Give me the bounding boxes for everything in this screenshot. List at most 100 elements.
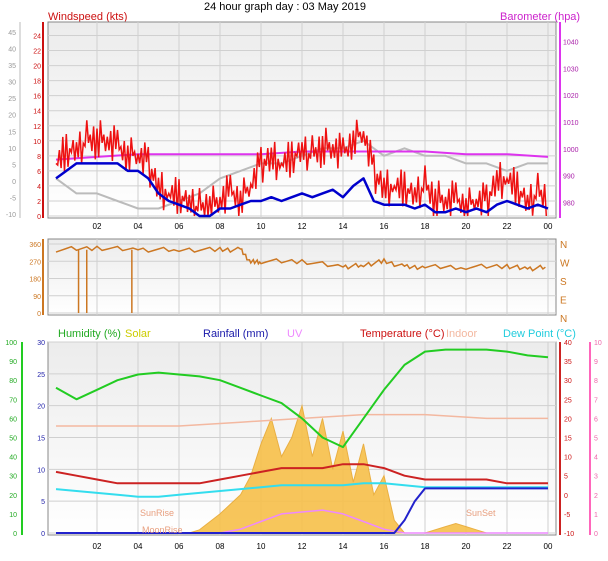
x-tick-label: 00 (544, 542, 553, 551)
series-solar (56, 403, 548, 534)
direction-panel-series (55, 245, 546, 313)
temp-tick-label: 20 (564, 416, 572, 423)
wind-tick-label: 6 (37, 169, 41, 176)
rain-tick-label: 15 (37, 436, 45, 443)
wind-tick-label: 2 (37, 199, 41, 206)
x-tick-label: 04 (134, 222, 143, 231)
uv-tick-label: 0 (594, 531, 598, 538)
x-tick-label: 16 (380, 222, 389, 231)
series-wind-direction (55, 245, 546, 272)
wind-tick-label: 14 (33, 109, 41, 116)
legend-indoor: Indoor (446, 328, 478, 340)
outer-tick-label: 25 (8, 96, 16, 103)
uv-tick-label: 6 (594, 416, 598, 423)
compass-label: W (560, 259, 570, 270)
humidity-tick-label: 70 (9, 397, 17, 404)
sunset-label: SunSet (466, 508, 496, 518)
wind-panel-axes: 024681012141618202224-10-505101520253035… (6, 22, 579, 231)
direction-panel-grid (48, 239, 556, 315)
series-gray (55, 139, 548, 210)
x-tick-label: 10 (257, 222, 266, 231)
outer-tick-label: 45 (8, 30, 16, 37)
series-rainfall (56, 487, 548, 534)
temp-tick-label: 15 (564, 436, 572, 443)
outer-tick-label: -10 (6, 212, 16, 219)
x-tick-label: 04 (134, 542, 143, 551)
x-tick-label: 12 (298, 222, 307, 231)
humidity-tick-label: 40 (9, 455, 17, 462)
x-tick-label: 16 (380, 542, 389, 551)
x-tick-label: 06 (175, 542, 184, 551)
wind-tick-label: 18 (33, 79, 41, 86)
temp-tick-label: -10 (564, 531, 574, 538)
x-tick-label: 06 (175, 222, 184, 231)
wind-tick-label: 22 (33, 49, 41, 56)
temp-tick-label: 35 (564, 359, 572, 366)
legend-temperature: Temperature (°C) (360, 328, 444, 340)
series-windspeed (55, 119, 548, 217)
temp-tick-label: 30 (564, 378, 572, 385)
outer-tick-label: 0 (12, 179, 16, 186)
baro-tick-label: 1030 (563, 66, 579, 73)
compass-label: E (560, 296, 567, 307)
baro-tick-label: 1020 (563, 93, 579, 100)
wind-tick-label: 8 (37, 154, 41, 161)
baro-tick-label: 1040 (563, 39, 579, 46)
rain-tick-label: 30 (37, 340, 45, 347)
outer-tick-label: 5 (12, 162, 16, 169)
outer-tick-label: -5 (10, 195, 16, 202)
baro-tick-label: 980 (563, 201, 575, 208)
uv-tick-label: 1 (594, 512, 598, 519)
x-tick-label: 02 (93, 222, 102, 231)
x-tick-label: 08 (216, 222, 225, 231)
compass-label: N (560, 314, 567, 325)
temp-tick-label: 10 (564, 455, 572, 462)
series-uv (56, 509, 548, 534)
humidity-tick-label: 60 (9, 416, 17, 423)
sunrise-label: SunRise (140, 508, 174, 518)
temp-tick-label: 40 (564, 340, 572, 347)
barometer-axis-title: Barometer (hpa) (500, 11, 580, 23)
wind-tick-label: 20 (33, 64, 41, 71)
temp-tick-label: 5 (564, 474, 568, 481)
windspeed-axis-title: Windspeed (kts) (48, 11, 127, 23)
series-humidity (55, 348, 549, 449)
uv-tick-label: 3 (594, 474, 598, 481)
humidity-tick-label: 0 (13, 531, 17, 538)
x-tick-label: 00 (544, 222, 553, 231)
uv-tick-label: 5 (594, 436, 598, 443)
page-title: 24 hour graph day : 03 May 2019 (204, 1, 366, 13)
uv-tick-label: 8 (594, 378, 598, 385)
humidity-tick-label: 20 (9, 493, 17, 500)
rain-tick-label: 0 (41, 531, 45, 538)
x-tick-label: 14 (339, 222, 348, 231)
x-tick-label: 10 (257, 542, 266, 551)
wind-tick-label: 10 (33, 139, 41, 146)
uv-tick-label: 2 (594, 493, 598, 500)
series-temperature (55, 463, 548, 485)
climate-annotations: SunRise SunSet MoonRise (140, 508, 496, 535)
outer-tick-label: 35 (8, 63, 16, 70)
wind-tick-label: 0 (37, 214, 41, 221)
chart-legend: Humidity (%) Solar Rainfall (mm) UV Temp… (58, 328, 576, 340)
compass-label: S (560, 277, 567, 288)
legend-uv: UV (287, 328, 303, 340)
humidity-tick-label: 50 (9, 436, 17, 443)
x-tick-label: 18 (421, 222, 430, 231)
outer-tick-label: 15 (8, 129, 16, 136)
dir-tick-label: 360 (29, 242, 41, 249)
legend-dewpoint: Dew Point (°C) (503, 328, 576, 340)
x-tick-label: 02 (93, 542, 102, 551)
temp-tick-label: 0 (564, 493, 568, 500)
outer-tick-label: 40 (8, 47, 16, 54)
legend-solar: Solar (125, 328, 151, 340)
uv-tick-label: 9 (594, 359, 598, 366)
outer-tick-label: 20 (8, 113, 16, 120)
temp-tick-label: 25 (564, 397, 572, 404)
legend-humidity: Humidity (%) (58, 328, 121, 340)
compass-label: N (560, 240, 567, 251)
rain-tick-label: 10 (37, 467, 45, 474)
outer-tick-label: 30 (8, 80, 16, 87)
wind-tick-label: 4 (37, 184, 41, 191)
dir-tick-label: 180 (29, 277, 41, 284)
